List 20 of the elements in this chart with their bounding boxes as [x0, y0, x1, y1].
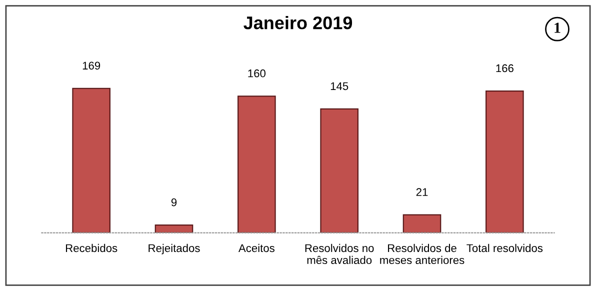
- x-tick-label: Resolvidos de meses anteriores: [380, 244, 464, 264]
- bar: [238, 96, 276, 233]
- data-label: 9: [171, 198, 177, 206]
- bar: [154, 224, 194, 233]
- x-tick-label: Resolvidos no mês avaliado: [305, 244, 374, 264]
- x-tick-label: Rejeitados: [148, 244, 200, 254]
- x-tick-label: Aceitos: [238, 244, 274, 252]
- x-tick-label: Total resolvidos: [466, 244, 543, 252]
- data-label: 21: [416, 188, 428, 196]
- text: 1: [554, 22, 560, 33]
- data-label: 160: [248, 69, 266, 78]
- chart-title: Janeiro 2019: [244, 16, 352, 30]
- data-label: 169: [82, 62, 100, 70]
- x-tick-label: Recebidos: [66, 244, 118, 252]
- bar: [72, 88, 110, 233]
- bar: [320, 108, 358, 233]
- data-label: 145: [330, 82, 348, 90]
- bar: [402, 214, 442, 233]
- bar: [486, 90, 524, 233]
- data-label: 166: [496, 64, 514, 72]
